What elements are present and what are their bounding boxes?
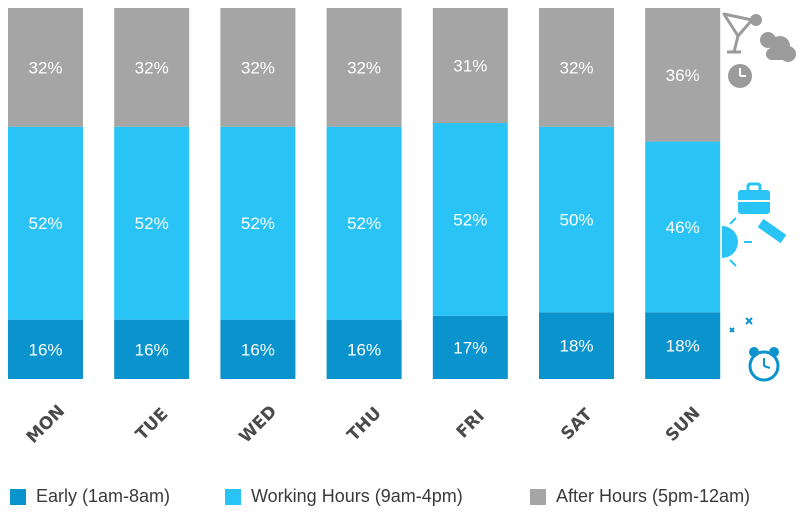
x-tick-label-sun: SUN: [662, 403, 705, 446]
bar-segment-mon-0: [8, 319, 83, 379]
moon-stars-icon: [727, 317, 753, 356]
legend-item-working-hours: Working Hours (9am-4pm): [225, 486, 463, 507]
bar-segment-fri-2: [432, 8, 508, 124]
x-tick-label-wed: WED: [236, 402, 282, 448]
data-label-fri-0: 17%: [453, 338, 487, 357]
bar-segment-sun-1: [645, 141, 721, 313]
alarm-clock-icon: [748, 347, 780, 382]
x-tick-label-sat: SAT: [557, 404, 597, 444]
sun-icon: [722, 217, 752, 267]
data-label-wed-2: 32%: [241, 58, 275, 77]
bar-segment-fri-1: [432, 123, 508, 316]
bar-segment-thu-1: [326, 126, 402, 320]
working-hours-icons: [722, 182, 787, 267]
legend-swatch-early: [10, 488, 26, 505]
bar-segment-wed-1: [220, 126, 296, 320]
bar-segment-wed-0: [220, 319, 296, 379]
legend-item-after-hours: After Hours (5pm-12am): [530, 486, 750, 507]
x-tick-label-thu: THU: [343, 403, 385, 445]
after-hours-icons: [722, 12, 796, 88]
bar-segment-wed-2: [220, 8, 296, 127]
legend-label-after-hours: After Hours (5pm-12am): [556, 486, 751, 506]
legend: Early (1am-8am) Working Hours (9am-4pm) …: [0, 486, 800, 516]
stacked-bar-chart: 16% 52% 32% MON 16% 52% 32% TUE 16% 52% 32% WED 16% 5…: [8, 8, 721, 448]
data-label-fri-1: 52%: [453, 210, 487, 229]
data-label-sun-2: 36%: [666, 66, 700, 85]
data-label-tue-0: 16%: [135, 340, 169, 359]
legend-label-early: Early (1am-8am): [36, 486, 171, 506]
legend-swatch-working-hours: [225, 488, 241, 505]
data-label-mon-1: 52%: [28, 214, 62, 233]
bar-segment-tue-1: [114, 126, 190, 320]
bar-segment-mon-1: [8, 126, 83, 320]
cloud-moon-icon: [760, 32, 796, 62]
bar-segment-thu-0: [326, 319, 402, 379]
data-label-wed-0: 16%: [241, 340, 275, 359]
early-icons: [727, 317, 780, 382]
data-label-thu-2: 32%: [347, 58, 381, 77]
data-label-mon-0: 16%: [28, 340, 62, 359]
bar-segment-sat-2: [539, 8, 614, 127]
data-label-fri-2: 31%: [453, 57, 487, 76]
legend-item-early: Early (1am-8am): [10, 486, 170, 507]
data-label-sat-2: 32%: [559, 58, 593, 77]
x-tick-label-mon: MON: [23, 401, 69, 447]
legend-swatch-after-hours: [530, 488, 546, 505]
data-label-tue-1: 52%: [135, 214, 169, 233]
data-label-sat-0: 18%: [559, 337, 593, 356]
data-label-sun-0: 18%: [666, 337, 700, 356]
bar-segment-sat-1: [539, 126, 614, 313]
bar-segment-sun-0: [645, 312, 721, 379]
legend-label-working-hours: Working Hours (9am-4pm): [251, 486, 463, 506]
data-label-sat-1: 50%: [559, 210, 593, 229]
data-label-sun-1: 46%: [666, 218, 700, 237]
ruler-icon: [757, 218, 787, 244]
bar-segment-tue-2: [114, 8, 190, 127]
bar-segment-tue-0: [114, 319, 190, 379]
bar-segment-fri-0: [432, 315, 508, 379]
data-label-tue-2: 32%: [135, 58, 169, 77]
x-tick-label-fri: FRI: [453, 406, 489, 442]
x-tick-label-tue: TUE: [132, 404, 172, 444]
cocktail-icon: [722, 12, 762, 54]
bar-segment-thu-2: [326, 8, 402, 127]
data-label-thu-0: 16%: [347, 340, 381, 359]
briefcase-icon: [738, 182, 770, 214]
bar-segment-mon-2: [8, 8, 83, 127]
bar-segment-sat-0: [539, 312, 614, 379]
data-label-wed-1: 52%: [241, 214, 275, 233]
bar-segment-sun-2: [645, 8, 721, 142]
data-label-thu-1: 52%: [347, 214, 381, 233]
clock-icon: [728, 64, 752, 88]
data-label-mon-2: 32%: [28, 58, 62, 77]
